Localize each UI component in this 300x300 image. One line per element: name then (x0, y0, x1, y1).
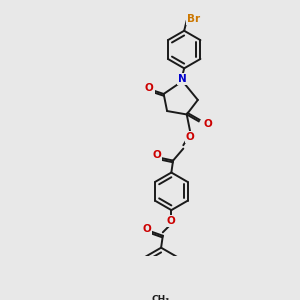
Text: O: O (142, 224, 151, 234)
Text: O: O (186, 132, 194, 142)
Text: O: O (167, 216, 176, 226)
Text: CH₃: CH₃ (152, 295, 170, 300)
Text: O: O (152, 150, 161, 161)
Text: O: O (204, 119, 212, 129)
Text: N: N (178, 74, 187, 84)
Text: O: O (145, 83, 154, 93)
Text: Br: Br (187, 14, 200, 24)
